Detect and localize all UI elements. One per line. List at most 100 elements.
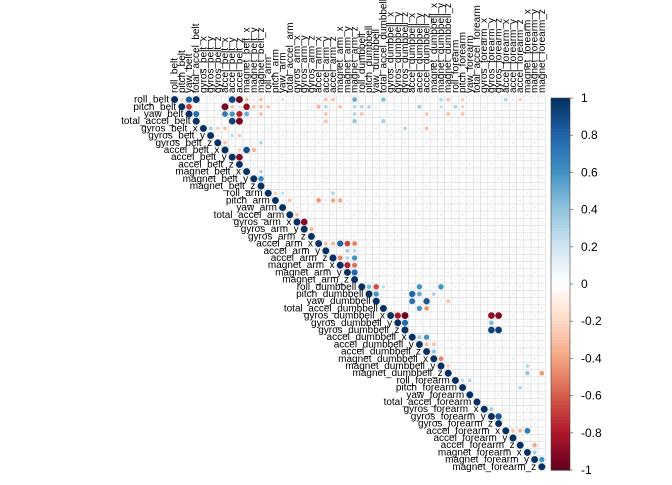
correlation-circle [526, 192, 529, 195]
colorbar-segment [551, 132, 570, 136]
correlation-circle [461, 242, 464, 245]
correlation-circle [295, 184, 299, 188]
correlation-circle [490, 242, 493, 245]
column-label: magnet_belt_y [249, 27, 260, 93]
correlation-circle [375, 163, 378, 166]
colorbar-segment [551, 352, 570, 356]
correlation-circle [404, 307, 406, 310]
correlation-circle [454, 271, 457, 274]
correlation-circle [483, 213, 486, 216]
correlation-circle [382, 278, 385, 281]
correlation-circle [483, 134, 485, 137]
correlation-circle [532, 443, 537, 448]
correlation-circle [461, 286, 464, 288]
correlation-circle [194, 105, 198, 109]
correlation-circle [425, 271, 428, 274]
correlation-circle [533, 264, 536, 267]
correlation-circle [447, 141, 450, 144]
colorbar-tick-label: 0.4 [581, 203, 598, 217]
correlation-circle [475, 199, 479, 202]
colorbar-segment [551, 448, 570, 452]
correlation-circle [401, 312, 409, 320]
correlation-circle [382, 106, 385, 108]
correlation-circle [505, 329, 507, 331]
correlation-circle [352, 112, 357, 116]
correlation-circle [346, 199, 349, 202]
correlation-circle [495, 413, 502, 420]
correlation-circle [526, 408, 529, 411]
diagonal-mark [365, 290, 373, 298]
correlation-circle [303, 142, 305, 144]
correlation-circle [375, 134, 377, 137]
correlation-circle [403, 98, 407, 101]
correlation-circle [512, 372, 514, 375]
colorbar-segment [551, 225, 570, 229]
correlation-circle [440, 271, 442, 274]
correlation-circle [454, 242, 457, 245]
correlation-circle [303, 206, 305, 209]
correlation-circle [424, 306, 429, 311]
correlation-circle [245, 120, 248, 123]
correlation-circle [425, 141, 428, 144]
correlation-circle [382, 177, 385, 180]
correlation-circle [476, 149, 478, 151]
correlation-circle [404, 285, 406, 288]
correlation-circle [497, 386, 500, 389]
correlation-circle [367, 177, 371, 180]
colorbar-segment [551, 119, 570, 124]
correlation-circle [397, 134, 399, 137]
correlation-circle [490, 170, 493, 173]
correlation-circle [267, 127, 270, 130]
correlation-circle [416, 305, 423, 312]
correlation-circle [497, 185, 500, 187]
column-label: roll_arm [263, 57, 274, 93]
correlation-circle [310, 185, 313, 187]
correlation-circle [526, 271, 529, 274]
correlation-circle [287, 198, 292, 203]
colorbar-segment [551, 280, 570, 285]
diagonal-mark [459, 384, 467, 392]
correlation-circle [389, 228, 392, 230]
correlation-circle [533, 127, 536, 130]
correlation-circle [519, 415, 522, 418]
correlation-circle [519, 206, 521, 209]
correlation-circle [490, 343, 493, 346]
correlation-circle [454, 314, 457, 317]
correlation-circle [461, 213, 464, 216]
row-label: yaw_dumbbell [307, 296, 371, 307]
correlation-circle [468, 199, 471, 202]
correlation-circle [418, 148, 421, 152]
correlation-circle [411, 177, 414, 180]
correlation-circle [540, 199, 543, 202]
colorbar-segment [551, 342, 570, 347]
correlation-circle [490, 336, 493, 339]
colorbar-segment [551, 380, 570, 384]
correlation-circle [539, 370, 545, 376]
colorbar-segment [551, 287, 570, 291]
correlation-circle [504, 278, 507, 281]
column-label: accel_dumbbell_x [407, 13, 418, 93]
correlation-circle [288, 141, 291, 144]
correlation-circle [533, 350, 536, 353]
correlation-circle [425, 184, 428, 188]
correlation-circle [524, 427, 531, 434]
correlation-circle [267, 148, 270, 152]
correlation-circle [460, 105, 465, 109]
correlation-circle [490, 184, 493, 188]
diagonal-mark [264, 189, 272, 197]
correlation-circle [260, 163, 262, 166]
correlation-circle [303, 134, 306, 137]
colorbar-segment [551, 122, 570, 127]
correlation-circle [483, 350, 485, 353]
correlation-circle [209, 98, 212, 101]
correlation-circle [468, 292, 471, 296]
correlation-circle [497, 365, 500, 367]
correlation-circle [468, 98, 471, 101]
diagonal-mark [531, 456, 539, 464]
correlation-circle [497, 242, 500, 245]
column-label: magnet_arm_x [335, 26, 346, 93]
correlation-circle [224, 134, 226, 137]
correlation-circle [468, 184, 471, 188]
row-label: magnet_forearm_x [438, 447, 522, 458]
correlation-circle [505, 264, 507, 266]
